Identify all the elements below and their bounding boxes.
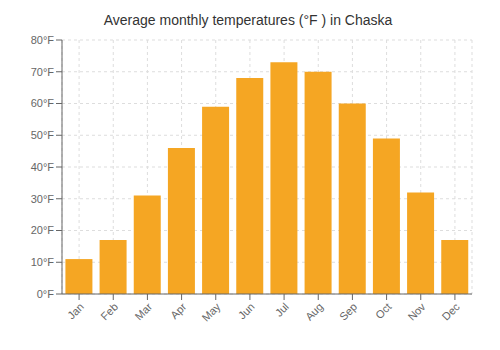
- svg-text:0°F: 0°F: [37, 288, 55, 300]
- svg-text:Oct: Oct: [373, 300, 394, 321]
- svg-text:50°F: 50°F: [31, 129, 55, 141]
- svg-text:60°F: 60°F: [31, 97, 55, 109]
- html-text:Average monthly temperatures (: Average monthly temperatures (°F ) in Ch…: [103, 12, 393, 28]
- svg-text:70°F: 70°F: [31, 66, 55, 78]
- svg-text:Jun: Jun: [236, 300, 257, 321]
- svg-text:Jul: Jul: [273, 300, 291, 318]
- svg-text:10°F: 10°F: [31, 256, 55, 268]
- svg-text:May: May: [200, 300, 224, 324]
- svg-text:Mar: Mar: [132, 300, 154, 322]
- svg-text:Feb: Feb: [98, 300, 120, 322]
- svg-text:Sep: Sep: [337, 300, 359, 322]
- svg-text:Nov: Nov: [405, 300, 428, 323]
- svg-text:20°F: 20°F: [31, 224, 55, 236]
- svg-text:80°F: 80°F: [31, 34, 55, 46]
- svg-text:40°F: 40°F: [31, 161, 55, 173]
- svg-text:Dec: Dec: [440, 300, 463, 323]
- svg-text:Aug: Aug: [303, 300, 325, 322]
- svg-text:Apr: Apr: [168, 300, 189, 321]
- svg-text:Jan: Jan: [65, 300, 86, 321]
- svg-text:30°F: 30°F: [31, 193, 55, 205]
